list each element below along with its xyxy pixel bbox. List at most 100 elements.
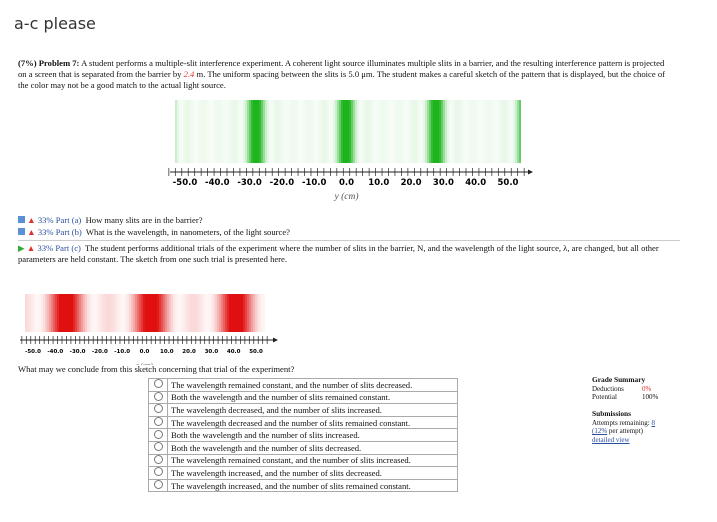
fringe [317,100,319,163]
fringe [41,294,43,332]
fringe [463,100,465,163]
fringe [193,294,195,332]
fringe [255,100,257,163]
fringe [215,100,217,163]
fringe [253,100,255,163]
fringe [307,100,309,163]
part-label: Part (a) [55,215,82,225]
fringe [481,100,483,163]
fringe [349,100,351,163]
fringe [241,100,243,163]
radio[interactable] [153,429,163,439]
radio-cell[interactable] [148,453,168,468]
fringe [283,100,285,163]
fringe [55,294,57,332]
fringe [103,294,105,332]
fringe [121,294,123,332]
fringe [105,294,107,332]
option-text[interactable]: The wavelength increased, and the number… [167,466,458,480]
fringe [139,294,141,332]
option-row[interactable]: Both the wavelength and the number of sl… [148,440,458,455]
fringe [475,100,477,163]
fringe [135,294,137,332]
option-row[interactable]: Both the wavelength and the number of sl… [148,428,458,442]
fringe [261,294,263,332]
fringe [495,100,497,163]
radio[interactable] [153,404,163,414]
attempts[interactable]: 8 [651,418,656,427]
fringe [73,294,75,332]
fringe [461,100,463,163]
option-row[interactable]: The wavelength decreased and the number … [148,415,458,430]
option-row[interactable]: The wavelength remained constant, and th… [148,378,458,392]
fringe [155,294,157,332]
option-text[interactable]: The wavelength remained constant, and th… [167,378,458,392]
fringe [457,100,459,163]
option-text[interactable]: Both the wavelength and the number of sl… [167,390,458,405]
tick-label: 10.0 [368,178,389,188]
fringe [157,294,159,332]
fringe [225,100,227,163]
option-text[interactable]: Both the wavelength and the number of sl… [167,440,458,455]
radio-cell[interactable] [148,415,168,430]
radio-cell[interactable] [148,403,168,417]
tick-label: -20.0 [270,178,295,188]
option-text[interactable]: The wavelength increased, and the number… [167,478,458,493]
radio-cell[interactable] [148,440,168,455]
fringe [259,100,261,163]
option-text[interactable]: The wavelength decreased and the number … [167,415,458,430]
fringe [515,100,517,163]
fringe [147,294,149,332]
radio[interactable] [153,442,163,452]
fringe [213,294,215,332]
radio-cell[interactable] [148,478,168,493]
option-row[interactable]: The wavelength increased, and the number… [148,478,458,493]
fringe [487,100,489,163]
fringe [397,100,399,163]
fringe [129,294,131,332]
fringe [221,294,223,332]
fringe [443,100,445,163]
fringe [405,100,407,163]
fringe [235,294,237,332]
fringe [141,294,143,332]
fringe [187,100,189,163]
fringe [257,100,259,163]
option-row[interactable]: The wavelength increased, and the number… [148,466,458,480]
radio[interactable] [153,454,163,464]
radio[interactable] [153,467,163,477]
option-text[interactable]: The wavelength decreased, and the number… [167,403,458,417]
problem-body: A student performs a multiple-slit inter… [18,58,665,79]
problem-label: (7%) Problem 7: [18,58,80,68]
radio[interactable] [153,391,163,401]
detailed-view[interactable]: detailed view [592,435,630,444]
fringe [209,294,211,332]
fringe [393,100,395,163]
fringe [49,294,51,332]
radio-cell[interactable] [148,390,168,405]
fringe [347,100,349,163]
fringe [227,294,229,332]
per-attempt[interactable]: (12% [592,427,608,435]
option-row[interactable]: Both the wavelength and the number of sl… [148,390,458,405]
tick-label: 40.0 [227,349,241,355]
radio[interactable] [153,379,163,389]
radio[interactable] [153,417,163,427]
fringe [123,294,125,332]
fringe [195,100,197,163]
fringe [497,100,499,163]
option-row[interactable]: The wavelength remained constant, and th… [148,453,458,468]
fringe [419,100,421,163]
option-row[interactable]: The wavelength decreased, and the number… [148,403,458,417]
fringe [455,100,457,163]
fringe [165,294,167,332]
fringe [175,100,177,163]
fringe [299,100,301,163]
radio-cell[interactable] [148,378,168,392]
fringe [373,100,375,163]
radio-cell[interactable] [148,428,168,442]
option-text[interactable]: The wavelength remained constant, and th… [167,453,458,468]
option-text[interactable]: Both the wavelength and the number of sl… [167,428,458,442]
radio[interactable] [153,480,163,490]
radio-cell[interactable] [148,466,168,480]
